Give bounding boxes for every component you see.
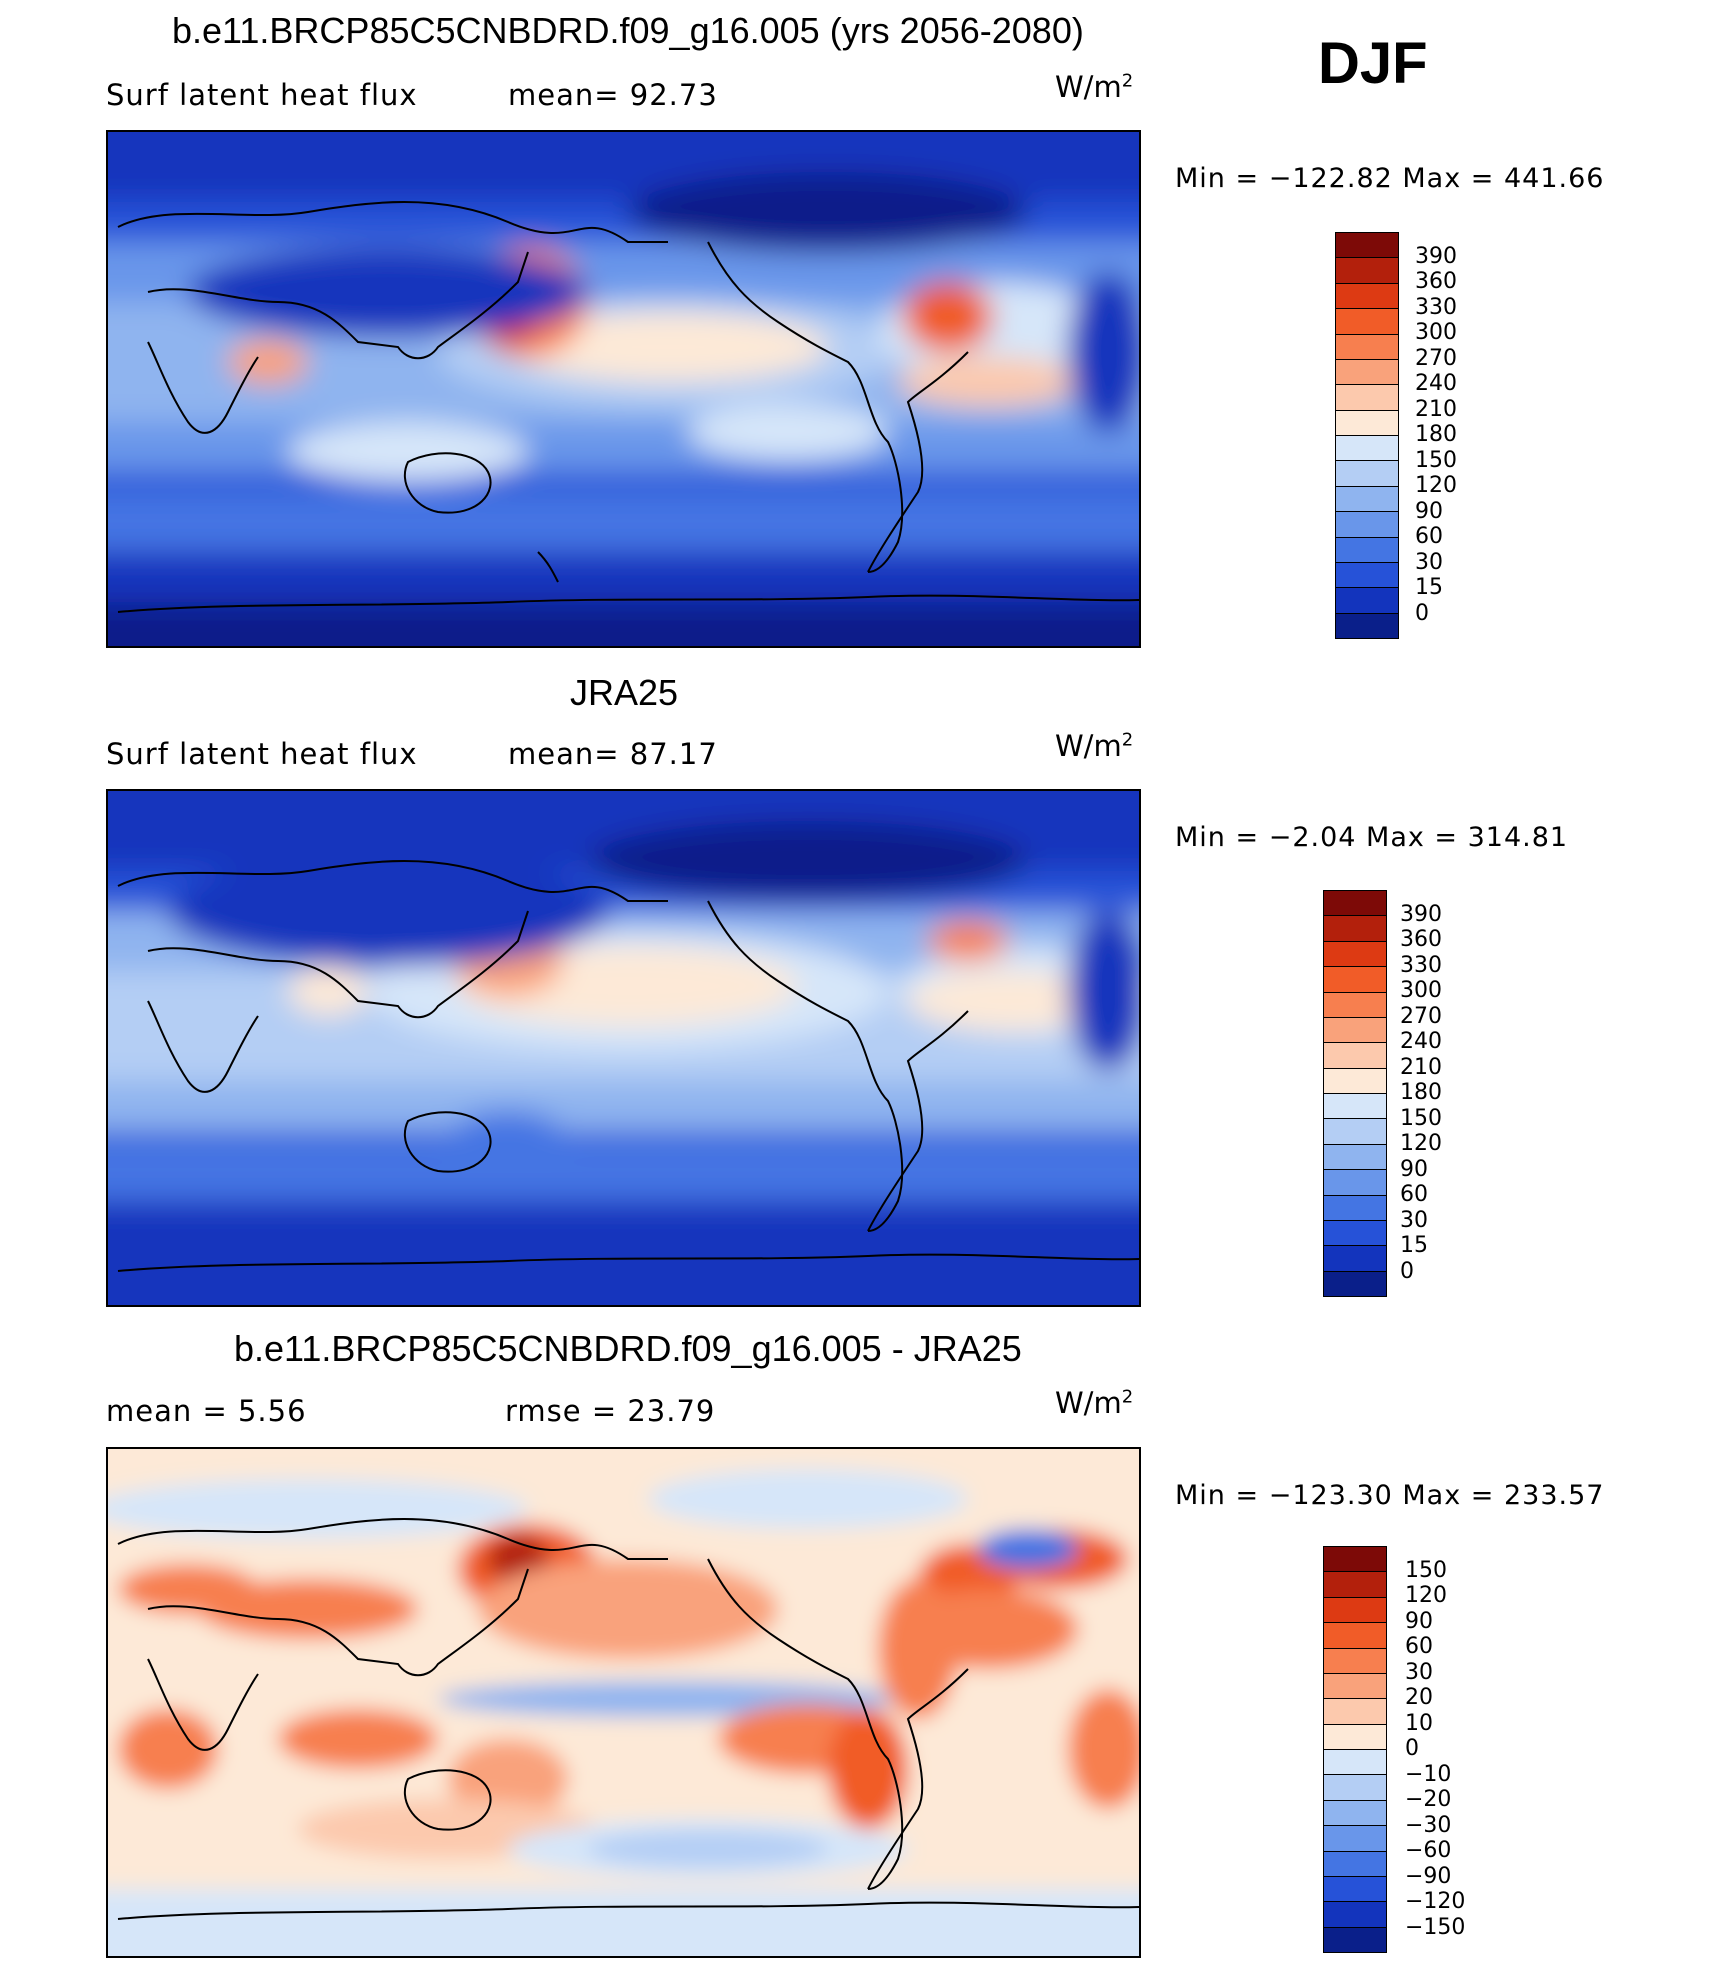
colorbar-tick-label: 60 — [1400, 1182, 1428, 1207]
colorbar-tick-label: 20 — [1405, 1685, 1433, 1710]
panel3-colorbar — [1323, 1546, 1387, 1953]
colorbar-tick-label: 120 — [1415, 473, 1457, 498]
colorbar-tick-label: 30 — [1415, 550, 1443, 575]
colorbar-tick-label: 240 — [1400, 1029, 1442, 1054]
colorbar-tick-label: 30 — [1400, 1208, 1428, 1233]
colorbar-tick-label: 30 — [1405, 1660, 1433, 1685]
colorbar-tick-label: 150 — [1405, 1558, 1447, 1583]
panel1-variable-label: Surf latent heat flux — [106, 78, 418, 112]
panel3-coastlines — [117, 1518, 1139, 1920]
colorbar-tick-label: 270 — [1400, 1004, 1442, 1029]
panel1-mean-label: mean= 92.73 — [508, 78, 718, 112]
colorbar-tick-label: 150 — [1400, 1106, 1442, 1131]
panel2-field — [108, 791, 1139, 1305]
panel3-field — [108, 1449, 1139, 1956]
panel1-min-max: Min = −122.82 Max = 441.66 — [1175, 163, 1605, 194]
colorbar-tick-label: 300 — [1415, 320, 1457, 345]
panel2-coastlines — [117, 860, 1139, 1272]
panel3-colorbar-labels: 150 120 90 60 30 20 10 0 −10 −20 −30 −60… — [1405, 1546, 1505, 1961]
panel2-title: JRA25 — [570, 672, 679, 713]
colorbar-tick-label: 120 — [1400, 1131, 1442, 1156]
colorbar-tick-label: 180 — [1400, 1080, 1442, 1105]
season-label: DJF — [1318, 31, 1428, 96]
colorbar-tick-label: 90 — [1415, 499, 1443, 524]
colorbar-tick-label: −120 — [1405, 1889, 1466, 1914]
panel2-map — [106, 789, 1141, 1307]
colorbar-tick-label: 270 — [1415, 346, 1457, 371]
colorbar-tick-label: 180 — [1415, 422, 1457, 447]
panel2-mean-label: mean= 87.17 — [508, 737, 718, 771]
panel1-map — [106, 130, 1141, 648]
panel2-colorbar-labels: 390 360 330 300 270 240 210 180 150 120 … — [1400, 890, 1480, 1310]
colorbar-tick-label: 15 — [1415, 575, 1443, 600]
colorbar-tick-label: 60 — [1415, 524, 1443, 549]
colorbar-tick-label: 210 — [1415, 397, 1457, 422]
panel2-min-max: Min = −2.04 Max = 314.81 — [1175, 822, 1569, 853]
colorbar-tick-label: 150 — [1415, 448, 1457, 473]
colorbar-tick-label: 90 — [1400, 1157, 1428, 1182]
panel3-units: W/m2 — [1055, 1386, 1134, 1420]
colorbar-tick-label: 0 — [1400, 1259, 1414, 1284]
colorbar-tick-label: 15 — [1400, 1233, 1428, 1258]
colorbar-tick-label: 10 — [1405, 1711, 1433, 1736]
panel3-mean-label: mean = 5.56 — [106, 1394, 307, 1428]
panel3-min-max: Min = −123.30 Max = 233.57 — [1175, 1480, 1605, 1511]
panel1-colorbar — [1335, 232, 1399, 639]
panel3-map — [106, 1447, 1141, 1958]
colorbar-tick-label: 300 — [1400, 978, 1442, 1003]
colorbar-tick-label: −90 — [1405, 1864, 1452, 1889]
colorbar-tick-label: 330 — [1415, 295, 1457, 320]
colorbar-tick-label: −20 — [1405, 1787, 1452, 1812]
colorbar-tick-label: 360 — [1400, 927, 1442, 952]
panel1-colorbar-labels: 390 360 330 300 270 240 210 180 150 120 … — [1415, 232, 1495, 652]
colorbar-tick-label: 60 — [1405, 1634, 1433, 1659]
panel1-coastlines — [117, 201, 1139, 613]
panel2-colorbar — [1323, 890, 1387, 1297]
colorbar-tick-label: 330 — [1400, 953, 1442, 978]
colorbar-tick-label: 120 — [1405, 1583, 1447, 1608]
colorbar-tick-label: 360 — [1415, 269, 1457, 294]
panel3-title: b.e11.BRCP85C5CNBDRD.f09_g16.005 - JRA25 — [234, 1328, 1022, 1369]
colorbar-tick-label: 0 — [1405, 1736, 1419, 1761]
colorbar-tick-label: 240 — [1415, 371, 1457, 396]
panel1-title: b.e11.BRCP85C5CNBDRD.f09_g16.005 (yrs 20… — [172, 10, 1084, 51]
panel2-variable-label: Surf latent heat flux — [106, 737, 418, 771]
panel2-units: W/m2 — [1055, 729, 1134, 763]
colorbar-tick-label: 390 — [1415, 244, 1457, 269]
panel1-units: W/m2 — [1055, 70, 1134, 104]
colorbar-tick-label: −10 — [1405, 1762, 1452, 1787]
colorbar-tick-label: 210 — [1400, 1055, 1442, 1080]
colorbar-tick-label: 390 — [1400, 902, 1442, 927]
colorbar-tick-label: 0 — [1415, 601, 1429, 626]
panel3-rmse-label: rmse = 23.79 — [505, 1394, 716, 1428]
colorbar-tick-label: −150 — [1405, 1915, 1466, 1940]
colorbar-tick-label: −60 — [1405, 1838, 1452, 1863]
colorbar-tick-label: 90 — [1405, 1609, 1433, 1634]
panel1-field — [108, 132, 1139, 646]
colorbar-tick-label: −30 — [1405, 1813, 1452, 1838]
